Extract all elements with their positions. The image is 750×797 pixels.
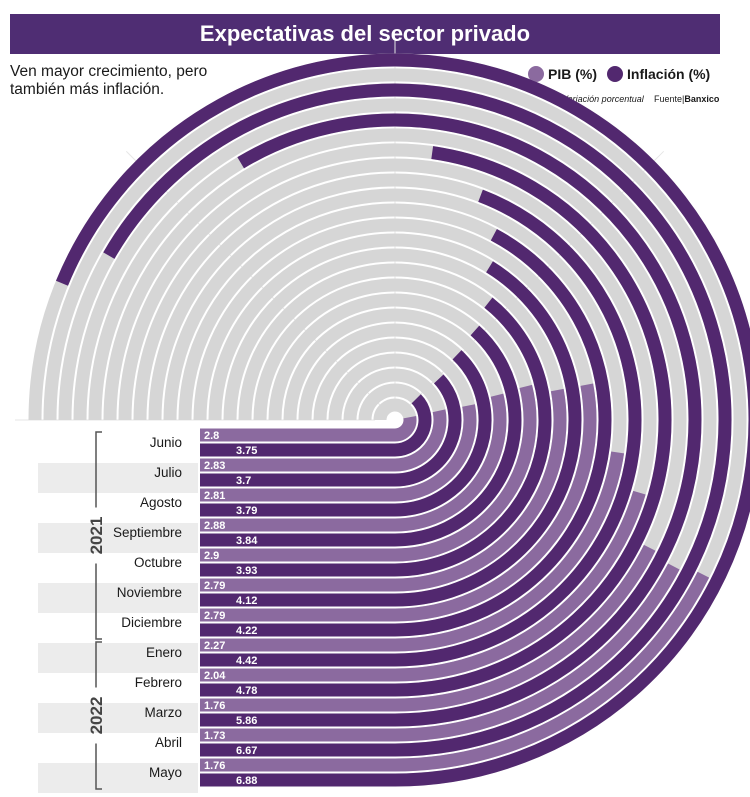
data-label-pib: 2.83 [204, 460, 225, 472]
source-prefix: Fuente| [654, 94, 685, 104]
row-shade [38, 643, 198, 673]
bar-inflacion [103, 83, 732, 757]
data-label-pib: 2.79 [204, 580, 225, 592]
bar-inflacion [200, 189, 642, 667]
data-label-pib: 1.76 [204, 700, 225, 712]
data-label-pib: 2.04 [204, 670, 226, 682]
data-label-inflacion: 3.84 [236, 535, 258, 547]
bar-pib [200, 563, 680, 742]
legend-label-pib: PIB (%) [548, 66, 597, 82]
month-label: Febrero [135, 675, 182, 690]
month-label: Junio [150, 435, 182, 450]
bar-inflacion [200, 325, 522, 547]
bar-inflacion [200, 297, 552, 577]
legend-swatch-pib [528, 66, 544, 82]
bar-pib [200, 404, 477, 502]
legend-swatch-inflacion [607, 66, 623, 82]
data-label-inflacion: 4.22 [236, 625, 257, 637]
bar-inflacion [200, 228, 612, 637]
bar-pib [200, 388, 567, 592]
bar-inflacion [200, 146, 672, 697]
bar-pib [200, 571, 710, 772]
row-shade [38, 583, 198, 613]
data-label-pib: 2.88 [204, 520, 225, 532]
legend: PIB (%) Inflación (%) [528, 66, 720, 82]
month-label: Diciembre [121, 615, 182, 630]
data-label-inflacion: 4.78 [236, 685, 257, 697]
source-note: Fuente|Banxico [654, 94, 719, 104]
chart-title-bar: Expectativas del sector privado [10, 14, 720, 54]
data-label-inflacion: 3.93 [236, 565, 257, 577]
row-shade [38, 703, 198, 733]
legend-item-inflacion: Inflación (%) [607, 66, 710, 82]
row-shade [38, 463, 198, 493]
bar-pib [200, 384, 537, 562]
bar-inflacion [200, 394, 432, 457]
month-label: Mayo [149, 765, 182, 780]
data-label-inflacion: 4.42 [236, 655, 257, 667]
data-label-inflacion: 3.75 [236, 445, 257, 457]
bar-pib [200, 490, 646, 682]
bar-pib [200, 393, 507, 532]
month-label: Marzo [144, 705, 182, 720]
units-note: Variación porcentual [562, 94, 644, 104]
bar-pib [200, 544, 656, 712]
bar-inflacion [55, 53, 750, 787]
bar-inflacion [200, 261, 582, 607]
data-label-inflacion: 3.79 [236, 505, 257, 517]
year-bracket [95, 641, 102, 790]
month-label: Agosto [140, 495, 182, 510]
year-label: 2022 [87, 697, 106, 735]
year-label: 2021 [87, 517, 106, 555]
month-label: Enero [146, 645, 182, 660]
row-shade [38, 763, 198, 793]
bar-pib [200, 383, 597, 622]
data-label-pib: 2.27 [204, 640, 225, 652]
data-label-inflacion: 6.88 [236, 775, 257, 787]
data-label-pib: 2.81 [204, 490, 225, 502]
chart-subtitle: Ven mayor crecimiento, pero también más … [10, 63, 208, 98]
month-label: Septiembre [113, 525, 182, 540]
data-label-pib: 1.73 [204, 730, 225, 742]
data-label-pib: 2.8 [204, 430, 219, 442]
bar-inflacion [200, 374, 462, 487]
bar-pib [200, 409, 447, 472]
data-label-inflacion: 5.86 [236, 715, 257, 727]
row-shade [38, 523, 198, 553]
data-label-inflacion: 3.7 [236, 475, 251, 487]
year-bracket [95, 431, 102, 640]
bar-pib [200, 415, 417, 442]
source-name: Banxico [684, 94, 720, 104]
month-label: Noviembre [117, 585, 182, 600]
bar-pib [200, 451, 625, 652]
chart-title: Expectativas del sector privado [199, 21, 531, 46]
data-label-inflacion: 6.67 [236, 745, 257, 757]
bar-inflacion [200, 113, 702, 727]
month-label: Octubre [134, 555, 182, 570]
month-label: Abril [155, 735, 182, 750]
data-label-inflacion: 4.12 [236, 595, 257, 607]
data-label-pib: 2.79 [204, 610, 225, 622]
data-label-pib: 2.9 [204, 550, 219, 562]
month-label: Julio [154, 465, 182, 480]
data-label-pib: 1.76 [204, 760, 225, 772]
legend-item-pib: PIB (%) [528, 66, 597, 82]
bar-inflacion [200, 350, 492, 517]
legend-label-inflacion: Inflación (%) [627, 66, 711, 82]
